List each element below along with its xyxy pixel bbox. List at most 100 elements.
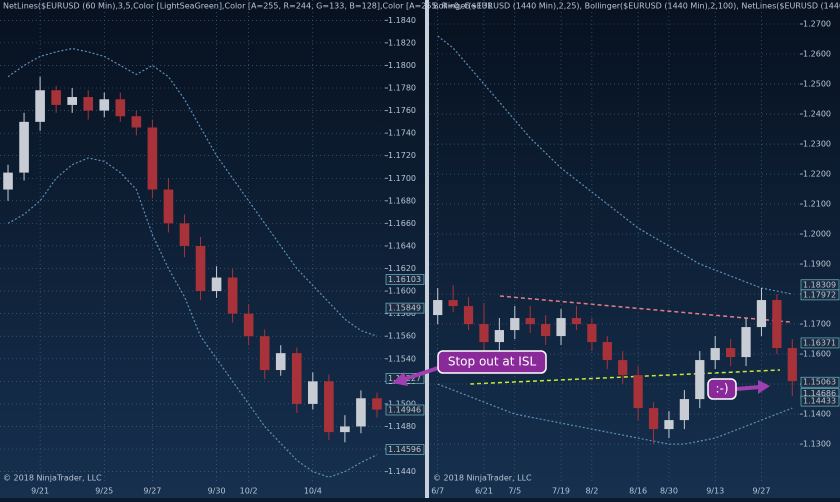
candle-body bbox=[179, 223, 190, 246]
x-tick-label: 8/2 bbox=[585, 487, 598, 496]
y-tick-label: 1.1740 bbox=[388, 129, 416, 138]
y-tick-label: 1.1600 bbox=[388, 287, 416, 296]
y-tick-label: 1.2500 bbox=[803, 80, 831, 89]
arrow-head bbox=[392, 372, 408, 386]
candle-body bbox=[463, 306, 474, 325]
candle-body bbox=[587, 324, 597, 343]
candle-body bbox=[324, 381, 334, 433]
candle-body bbox=[131, 116, 142, 128]
x-tick-label: 9/30 bbox=[208, 487, 226, 496]
candle-body bbox=[356, 398, 366, 427]
y-tick-label: 1.1800 bbox=[388, 61, 416, 70]
chart-header: Bollinger($EURUSD (1440 Min),2,25), Boll… bbox=[433, 2, 840, 11]
chart-header: NetLines($EURUSD (60 Min),3,5,Color [Lig… bbox=[3, 2, 492, 11]
candle-body bbox=[243, 313, 254, 337]
price-marker bbox=[800, 289, 840, 301]
candle-body bbox=[35, 90, 45, 122]
y-tick-label: 1.2700 bbox=[803, 20, 831, 29]
candle-body bbox=[510, 318, 520, 331]
annotation-box bbox=[707, 378, 737, 400]
x-tick-label: 8/16 bbox=[629, 487, 647, 496]
candle-body bbox=[664, 420, 674, 430]
y-tick-label: 1.1400 bbox=[803, 410, 831, 419]
candle-body bbox=[602, 342, 612, 361]
x-tick-label: 10/2 bbox=[240, 487, 258, 496]
x-tick-label: 8/30 bbox=[660, 487, 678, 496]
annotation-box bbox=[437, 350, 547, 374]
copyright: © 2018 NinjaTrader, LLC bbox=[433, 474, 532, 483]
candle-body bbox=[67, 97, 77, 105]
x-tick-label: 6/21 bbox=[475, 487, 493, 496]
price-marker bbox=[385, 274, 425, 285]
candle-body bbox=[259, 336, 270, 371]
x-tick-label: 9/21 bbox=[31, 487, 49, 496]
band-line bbox=[7, 47, 378, 337]
annotation: :-) bbox=[707, 378, 770, 400]
x-tick-label: 9/27 bbox=[143, 487, 161, 496]
y-tick-label: 1.1820 bbox=[388, 38, 416, 47]
y-tick-label: 1.1500 bbox=[388, 399, 416, 408]
price-label: 1.14946 bbox=[388, 405, 421, 414]
x-tick-label: 6/7 bbox=[431, 487, 444, 496]
band-line bbox=[7, 157, 378, 478]
price-label: 1.14433 bbox=[803, 397, 836, 406]
band-line bbox=[437, 383, 793, 445]
candle-body bbox=[679, 399, 689, 421]
y-tick-label: 1.1300 bbox=[803, 440, 831, 449]
candle-body bbox=[448, 300, 458, 307]
band-line bbox=[437, 35, 793, 295]
annotation: Stop out at ISL bbox=[392, 350, 547, 386]
price-marker bbox=[385, 404, 425, 416]
y-tick-label: 1.1620 bbox=[388, 264, 416, 273]
x-tick-label: 9/27 bbox=[752, 487, 770, 496]
arrow bbox=[401, 366, 439, 382]
candle-body bbox=[556, 318, 566, 337]
y-tick-label: 1.1700 bbox=[388, 174, 416, 183]
candle-body bbox=[695, 360, 705, 400]
candle-body bbox=[571, 318, 582, 325]
y-tick-label: 1.1720 bbox=[388, 151, 416, 160]
candle-body bbox=[726, 348, 736, 358]
y-tick-label: 1.1640 bbox=[388, 241, 416, 250]
price-label: 1.14596 bbox=[388, 445, 421, 454]
candle-body bbox=[525, 318, 535, 325]
candle-body bbox=[741, 327, 751, 358]
x-tick-label: 7/19 bbox=[552, 487, 570, 496]
candle-body bbox=[340, 426, 350, 433]
y-tick-label: 1.2200 bbox=[803, 170, 831, 179]
x-tick-label: 10/4 bbox=[304, 487, 322, 496]
price-marker bbox=[385, 302, 425, 314]
price-marker bbox=[385, 444, 425, 455]
y-tick-label: 1.2300 bbox=[803, 140, 831, 149]
price-label: 1.15849 bbox=[388, 304, 421, 313]
candle-body bbox=[633, 375, 643, 409]
arrow-head bbox=[758, 380, 770, 394]
candle-body bbox=[710, 348, 720, 361]
y-tick-label: 1.2000 bbox=[803, 230, 831, 239]
y-tick-label: 1.1660 bbox=[388, 219, 416, 228]
divider bbox=[425, 0, 429, 498]
price-label: 1.18309 bbox=[803, 280, 836, 289]
candle-body bbox=[772, 300, 782, 349]
candle-body bbox=[787, 348, 797, 382]
copyright: © 2018 NinjaTrader, LLC bbox=[3, 474, 102, 483]
x-tick-label: 7/5 bbox=[508, 487, 521, 496]
y-tick-label: 1.1540 bbox=[388, 354, 416, 363]
candle-body bbox=[211, 277, 222, 292]
candle-body bbox=[541, 324, 551, 337]
candle-body bbox=[227, 277, 238, 314]
candle-body bbox=[3, 172, 13, 190]
candle-body bbox=[479, 324, 489, 343]
candle-body bbox=[648, 408, 659, 430]
candle-body bbox=[195, 245, 206, 292]
candle-body bbox=[372, 398, 382, 410]
y-tick-label: 1.1600 bbox=[803, 350, 831, 359]
candle-body bbox=[51, 90, 61, 105]
price-label: 1.15063 bbox=[803, 378, 836, 387]
price-marker bbox=[800, 395, 840, 407]
price-label: 1.16371 bbox=[803, 338, 836, 347]
candle-body bbox=[19, 121, 29, 173]
right-chart: Bollinger($EURUSD (1440 Min),2,25), Boll… bbox=[430, 0, 840, 496]
price-marker bbox=[800, 376, 840, 388]
